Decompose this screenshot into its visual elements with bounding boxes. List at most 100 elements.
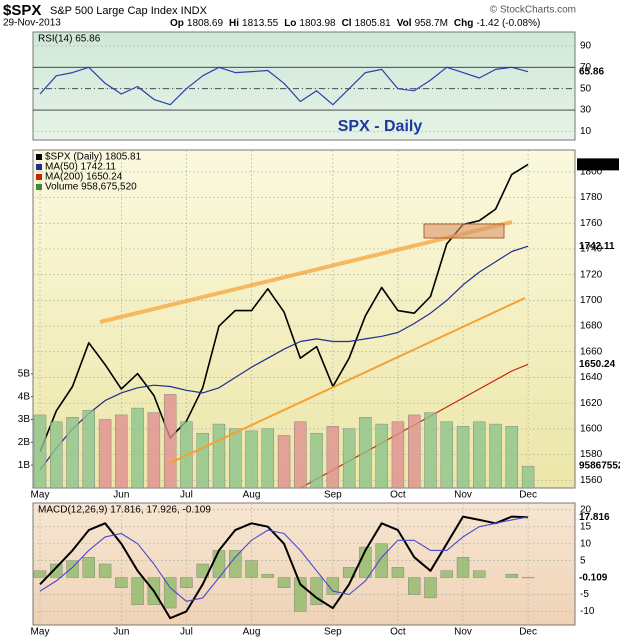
last-value-label: 1650.24 (579, 359, 616, 370)
lower-trendline (169, 297, 526, 464)
quote-value: 1813.55 (242, 18, 279, 29)
bar (147, 412, 161, 488)
bar (180, 577, 193, 588)
bar (489, 423, 502, 488)
bar (245, 560, 258, 578)
quote-label: Hi (229, 18, 239, 29)
quote-label: Lo (284, 18, 296, 29)
y-tick-label: 1580 (580, 449, 603, 460)
x-tick-label: Jun (113, 490, 129, 501)
bar (424, 577, 437, 599)
last-value-label: 65.86 (579, 66, 604, 77)
x-tick-label: Oct (390, 490, 406, 501)
bar (375, 423, 388, 488)
last-value-box (577, 158, 619, 171)
bar (359, 417, 372, 488)
bar (50, 563, 63, 578)
bar (408, 414, 421, 488)
quote-value: 1808.69 (187, 18, 224, 29)
symbol: $SPX (3, 2, 41, 19)
panel (33, 150, 575, 488)
index-name: S&P 500 Large Cap Index INDX (50, 5, 208, 17)
y-tick-label: 1780 (580, 192, 603, 203)
y-tick-label: 70 (580, 62, 592, 73)
x-tick-label: Jul (180, 627, 193, 638)
legend-label: Volume 958,675,520 (45, 182, 137, 193)
legend-label: MA(200) 1650.24 (45, 172, 123, 183)
x-tick-label: May (31, 490, 50, 501)
y-tick-label: 15 (580, 521, 592, 532)
bar (505, 426, 519, 488)
bar (342, 428, 356, 488)
panel (33, 503, 575, 625)
bar (294, 421, 307, 488)
y-tick-label: -10 (580, 606, 595, 617)
series-line (39, 516, 529, 602)
date: 29-Nov-2013 (3, 18, 61, 29)
quote: Op 1808.69 Hi 1813.55 Lo 1803.98 Cl 1805.81 Vol 9… (170, 18, 540, 29)
panel-background (32, 31, 576, 141)
y2-tick-label: 5B (18, 368, 31, 379)
upper-trendline (99, 220, 513, 324)
bar (245, 430, 258, 488)
y-tick-label: 10 (580, 538, 592, 549)
y-tick-label: 1620 (580, 398, 603, 409)
bar (440, 421, 453, 488)
bar (261, 428, 274, 488)
y-tick-label: 1760 (580, 218, 603, 229)
bar (163, 394, 177, 488)
bar (473, 570, 486, 578)
bar (375, 543, 388, 578)
x-tick-label: May (31, 627, 50, 638)
bar (98, 419, 112, 488)
y-tick-label: 1600 (580, 424, 603, 435)
panel (33, 45, 575, 132)
y-tick-label: 90 (580, 41, 592, 52)
legend-label: MA(50) 1742.11 (45, 162, 116, 173)
y-tick-label: 5 (580, 555, 586, 566)
y-tick-label: 20 (580, 504, 592, 515)
legend-swatch (36, 154, 42, 160)
series-line (298, 363, 529, 488)
bar (505, 573, 519, 578)
x-tick-label: Aug (243, 490, 261, 501)
panels: 10 30 50 70 90 RSI(14) 65.86 65.86 1560 1580 1600… (18, 31, 620, 638)
last-value-label: 958675520 (579, 461, 620, 472)
bar (391, 567, 405, 578)
series-line (39, 163, 529, 453)
annotation: SPX - Daily (338, 118, 423, 135)
bar (82, 410, 96, 488)
x-tick-label: Nov (454, 490, 472, 501)
legend-swatch (36, 184, 42, 190)
bar (408, 577, 421, 595)
panel-title: MACD(12,26,9) 17.816, 17.926, -0.109 (38, 505, 211, 516)
x-tick-label: Sep (324, 627, 342, 638)
legend-swatch (36, 174, 42, 180)
series-line (39, 515, 529, 620)
bar (50, 421, 63, 488)
bar (456, 426, 470, 488)
bar (277, 435, 291, 488)
bar (326, 426, 340, 488)
last-value-label: 1805.81 (579, 159, 616, 170)
y-tick-label: 30 (580, 105, 592, 116)
quote-label: Vol (397, 18, 412, 29)
series-line (39, 66, 529, 106)
legend-label: $SPX (Daily) 1805.81 (45, 152, 142, 163)
x-tick-label: Dec (519, 490, 537, 501)
bar (33, 570, 47, 578)
legend-swatch (36, 164, 42, 170)
bar (98, 563, 112, 578)
x-tick-label: Aug (243, 627, 261, 638)
y-tick-label: 1700 (580, 295, 603, 306)
y2-tick-label: 2B (18, 437, 31, 448)
bar (424, 412, 437, 488)
bar (310, 432, 323, 488)
y2-tick-label: 3B (18, 414, 31, 425)
x-tick-label: Sep (324, 490, 342, 501)
bar (521, 465, 535, 488)
bar (456, 557, 470, 578)
y2-tick-label: 4B (18, 391, 31, 402)
bar (131, 577, 144, 605)
